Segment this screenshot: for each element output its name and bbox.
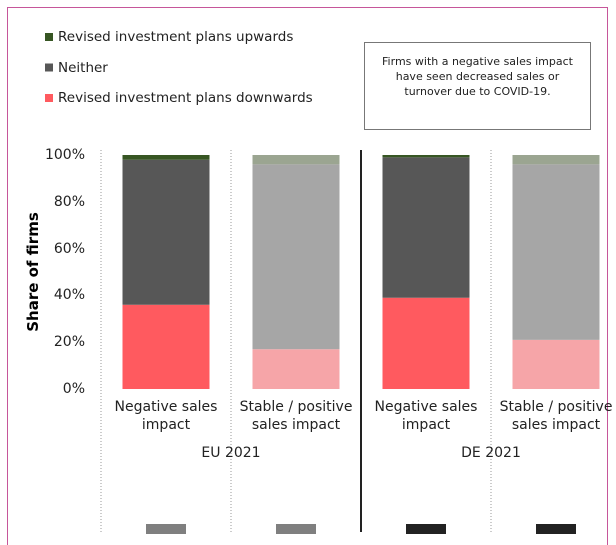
y-tick-label: 0% — [62, 381, 85, 397]
bar-segment — [512, 164, 600, 340]
bar-segment — [512, 339, 600, 389]
x-tick-label: Negative sales impact — [114, 399, 218, 433]
y-tick-label: 20% — [53, 334, 85, 351]
bar-segment — [382, 155, 470, 158]
group-label: DE 2021 — [461, 445, 521, 461]
legend-label: Neither — [58, 59, 108, 76]
x-tick-label: Stable / positive sales impact — [239, 399, 353, 433]
y-tick-label: 100% — [44, 147, 85, 163]
y-tick-label: 40% — [53, 287, 85, 304]
y-axis-label: Share of firms — [24, 212, 42, 332]
y-tick-label: 60% — [53, 240, 85, 257]
bar-segment — [252, 155, 340, 165]
footer-swatch — [406, 524, 446, 534]
x-tick-label: Negative sales impact — [374, 399, 478, 433]
bar-segment — [122, 304, 210, 389]
bar-segment — [122, 155, 210, 160]
footer-swatch — [276, 524, 316, 534]
legend-label: Revised investment plans upwards — [58, 29, 294, 45]
bar-segment — [512, 155, 600, 165]
legend-swatch — [45, 33, 53, 41]
annotation: Firms with a negative sales impact have … — [364, 42, 591, 130]
legend-swatch — [45, 63, 53, 72]
bar-segment — [122, 159, 210, 305]
bar-segment — [382, 297, 470, 389]
group-label: EU 2021 — [201, 445, 261, 461]
frame — [7, 7, 608, 545]
footer-swatch — [146, 524, 186, 534]
bar-segment — [252, 164, 340, 350]
x-tick-label: Stable / positive sales impact — [499, 399, 613, 433]
y-tick-label: 80% — [53, 193, 85, 210]
bar-segment — [382, 157, 470, 298]
legend-swatch — [45, 94, 53, 102]
legend-label: Revised investment plans downwards — [58, 90, 313, 106]
footer-swatch — [536, 524, 576, 534]
bar-segment — [252, 349, 340, 389]
